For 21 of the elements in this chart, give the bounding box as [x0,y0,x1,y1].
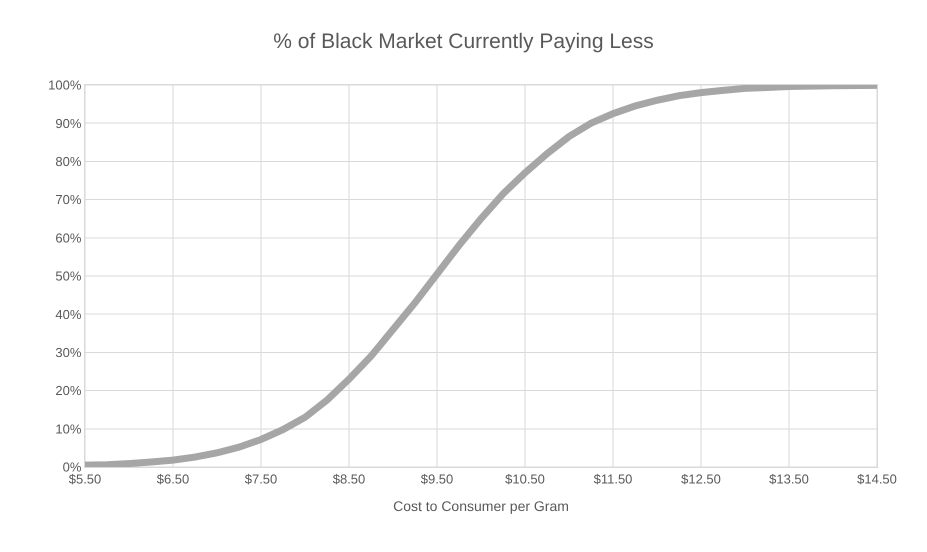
x-tick-label: $9.50 [420,472,454,487]
x-tick-label: $6.50 [156,472,190,487]
y-tick-label: 70% [55,192,82,208]
y-tick-label: 30% [55,344,82,360]
y-tick-label: 20% [55,383,82,398]
y-tick-label: 40% [55,306,82,322]
x-tick-label: $13.50 [769,472,809,487]
y-tick-label: 90% [55,116,82,131]
x-tick-label: $8.50 [332,472,366,487]
chart-title: % of Black Market Currently Paying Less [273,30,654,53]
y-tick-label: 60% [55,230,82,246]
x-tick-label: $14.50 [857,472,897,487]
x-tick-label: $12.50 [681,472,721,487]
y-tick-label: 100% [48,78,82,93]
x-tick-label: $7.50 [244,472,278,487]
y-tick-label: 50% [55,268,82,284]
x-tick-label: $10.50 [505,472,545,487]
y-tick-label: 80% [55,154,82,169]
y-tick-label: 10% [55,421,82,436]
x-axis-title: Cost to Consumer per Gram [393,498,569,514]
x-tick-label: $11.50 [594,472,632,487]
